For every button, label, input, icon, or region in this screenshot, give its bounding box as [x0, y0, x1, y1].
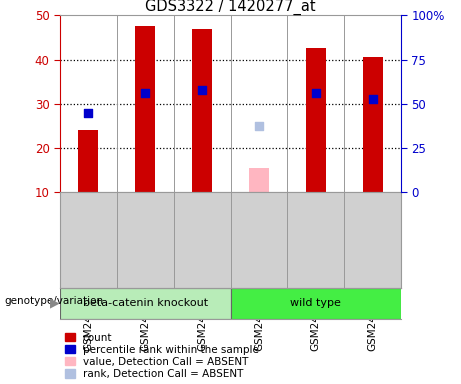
Bar: [78, 130, 98, 192]
Point: [85, 109, 92, 116]
Legend: count, percentile rank within the sample, value, Detection Call = ABSENT, rank, : count, percentile rank within the sample…: [65, 333, 259, 379]
Bar: [135, 26, 155, 192]
Title: GDS3322 / 1420277_at: GDS3322 / 1420277_at: [145, 0, 316, 15]
Point: [198, 88, 206, 94]
Point: [255, 123, 263, 129]
Text: beta-catenin knockout: beta-catenin knockout: [83, 298, 208, 308]
Bar: [249, 168, 269, 192]
Bar: [192, 29, 212, 192]
Bar: [306, 48, 326, 192]
Point: [142, 89, 149, 96]
Text: ▶: ▶: [50, 297, 59, 310]
Bar: [230, 288, 401, 319]
Bar: [363, 57, 383, 192]
Point: [312, 89, 319, 96]
Text: genotype/variation: genotype/variation: [5, 296, 104, 306]
Point: [369, 96, 376, 103]
Bar: [60, 288, 230, 319]
Text: wild type: wild type: [290, 298, 341, 308]
